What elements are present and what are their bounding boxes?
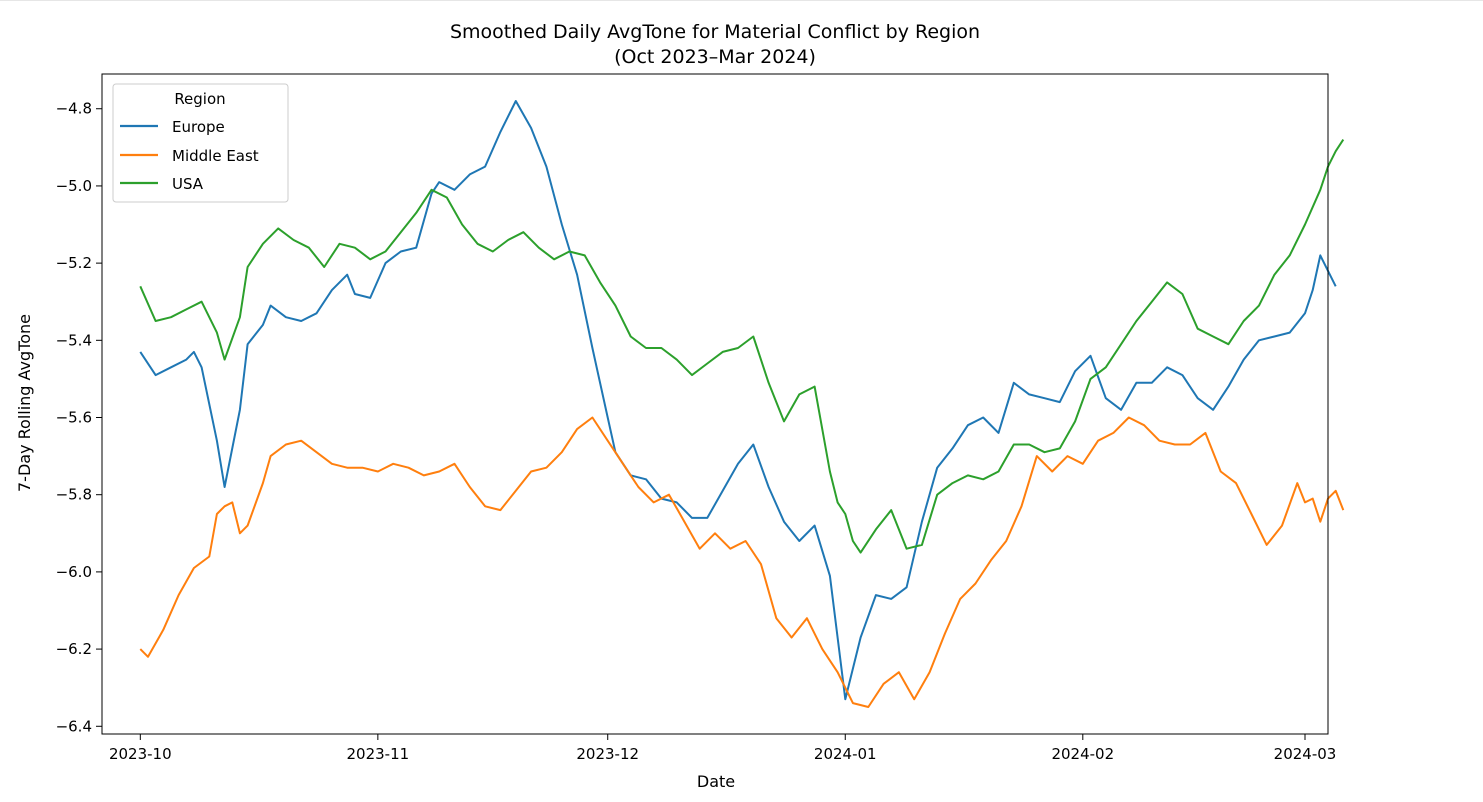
top-border xyxy=(0,0,1483,1)
series-line-europe xyxy=(139,100,1337,701)
legend-label-europe: Europe xyxy=(172,118,225,136)
series-lines xyxy=(139,100,1345,708)
legend-label-usa: USA xyxy=(172,175,204,193)
y-tick-label: −5.2 xyxy=(56,254,92,272)
y-tick-label: −6.2 xyxy=(56,640,92,658)
chart-subtitle: (Oct 2023–Mar 2024) xyxy=(614,46,816,68)
y-tick-label: −5.4 xyxy=(56,331,92,349)
x-tick-label: 2024-03 xyxy=(1274,745,1337,763)
x-tick-label: 2024-01 xyxy=(814,745,877,763)
y-tick-label: −5.6 xyxy=(56,409,92,427)
chart-title: Smoothed Daily AvgTone for Material Conf… xyxy=(450,21,980,43)
y-axis-label: 7-Day Rolling AvgTone xyxy=(15,314,34,492)
series-line-usa xyxy=(139,139,1345,554)
legend-label-middle-east: Middle East xyxy=(172,147,259,165)
legend: Region Europe Middle East USA xyxy=(112,83,289,203)
x-tick-label: 2024-02 xyxy=(1051,745,1114,763)
y-tick-label: −5.0 xyxy=(56,177,92,195)
y-axis: −6.4 −6.2 −6.0 −5.8 −5.6 −5.4 −5.2 −5.0 −4.8 xyxy=(56,100,102,735)
x-axis-label: Date xyxy=(697,772,735,791)
legend-box xyxy=(112,83,289,203)
x-tick-label: 2023-11 xyxy=(347,745,410,763)
x-tick-label: 2023-10 xyxy=(109,745,172,763)
y-tick-label: −6.4 xyxy=(56,717,92,735)
y-tick-label: −4.8 xyxy=(56,100,92,118)
series-line-middle-east xyxy=(139,416,1345,708)
x-axis: 2023-10 2023-11 2023-12 2024-01 2024-02 2024-… xyxy=(109,734,1336,763)
x-tick-label: 2023-12 xyxy=(576,745,639,763)
y-tick-label: −6.0 xyxy=(56,563,92,581)
plot-area-frame xyxy=(101,73,1329,735)
legend-title: Region xyxy=(174,90,225,108)
y-tick-label: −5.8 xyxy=(56,486,92,504)
